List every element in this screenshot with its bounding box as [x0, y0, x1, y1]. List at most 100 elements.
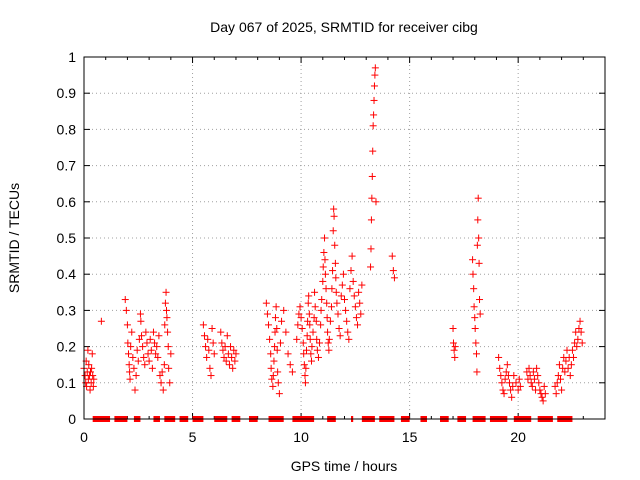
data-point — [208, 325, 216, 332]
data-point — [205, 346, 213, 354]
data-point — [127, 343, 135, 351]
data-point — [323, 299, 331, 307]
data-point — [156, 372, 164, 380]
data-point — [508, 393, 516, 401]
data-point — [470, 303, 478, 311]
data-point — [134, 357, 142, 365]
data-point — [126, 368, 134, 376]
data-point — [561, 368, 569, 376]
data-point — [553, 379, 561, 387]
data-point — [148, 364, 156, 372]
data-point — [344, 328, 352, 336]
data-point — [278, 317, 286, 325]
data-point — [280, 306, 288, 314]
data-point — [142, 328, 150, 336]
data-point — [475, 259, 483, 267]
x-tick-label: 0 — [80, 429, 88, 445]
data-point — [132, 372, 140, 380]
y-tick-label: 1 — [68, 49, 76, 65]
data-point — [87, 368, 95, 376]
data-point — [471, 325, 479, 332]
data-point — [303, 346, 311, 354]
data-point — [203, 353, 211, 361]
data-point — [269, 382, 277, 390]
data-point — [297, 314, 305, 322]
data-point — [152, 350, 160, 358]
data-point — [272, 303, 280, 311]
data-point — [536, 386, 544, 394]
data-point — [524, 375, 532, 383]
data-point — [159, 386, 167, 394]
data-point — [558, 386, 566, 394]
y-tick-label: 0.3 — [57, 302, 77, 318]
data-point — [372, 198, 380, 206]
data-point — [266, 335, 274, 343]
data-point — [288, 368, 296, 376]
data-point — [325, 335, 333, 343]
data-point — [327, 303, 335, 311]
data-point — [528, 382, 536, 390]
data-point — [568, 346, 576, 354]
data-point — [370, 96, 378, 104]
data-point — [510, 372, 518, 380]
data-point — [355, 288, 363, 296]
data-point — [323, 314, 331, 322]
data-point — [368, 172, 376, 180]
data-point — [472, 339, 480, 347]
data-point — [313, 335, 321, 343]
data-point — [552, 390, 560, 398]
data-point — [322, 285, 330, 293]
data-point — [527, 379, 535, 387]
data-point — [369, 122, 377, 130]
data-point — [206, 364, 214, 372]
data-point — [502, 368, 510, 376]
data-point — [275, 390, 283, 398]
data-point — [469, 256, 477, 264]
y-tick-label: 0.2 — [57, 339, 77, 355]
data-point — [317, 306, 325, 314]
data-point — [300, 350, 308, 358]
data-point — [312, 317, 320, 325]
data-point — [219, 346, 227, 354]
data-point — [476, 310, 484, 318]
data-point — [370, 111, 378, 119]
data-point — [232, 350, 240, 358]
data-point — [505, 379, 513, 387]
y-tick-label: 0.1 — [57, 375, 77, 391]
data-point — [273, 346, 281, 354]
data-point — [475, 234, 483, 242]
data-point — [571, 339, 579, 347]
data-point — [499, 386, 507, 394]
data-point — [325, 346, 333, 354]
data-point — [231, 357, 239, 365]
data-point — [162, 288, 170, 296]
data-point — [151, 339, 159, 347]
data-point — [313, 346, 321, 354]
y-tick-label: 0 — [68, 411, 76, 427]
y-tick-label: 0.8 — [57, 121, 77, 137]
data-point — [230, 346, 238, 354]
y-tick-label: 0.5 — [57, 230, 77, 246]
data-point — [308, 357, 316, 365]
data-point — [330, 205, 338, 213]
data-point — [166, 379, 174, 387]
data-point — [342, 306, 350, 314]
data-point — [330, 212, 338, 220]
y-tick-label: 0.6 — [57, 194, 77, 210]
x-axis-label: GPS time / hours — [291, 458, 398, 474]
data-point — [369, 147, 377, 155]
data-point — [343, 317, 351, 325]
data-point — [321, 234, 329, 242]
data-point — [224, 350, 232, 358]
data-point — [86, 386, 94, 394]
data-point — [577, 328, 585, 336]
data-point — [319, 277, 327, 285]
data-point — [273, 325, 281, 332]
data-point — [341, 296, 348, 304]
data-point — [125, 350, 133, 358]
data-point — [298, 325, 306, 332]
data-point — [165, 364, 173, 372]
data-point — [271, 328, 279, 336]
data-point — [551, 382, 559, 390]
